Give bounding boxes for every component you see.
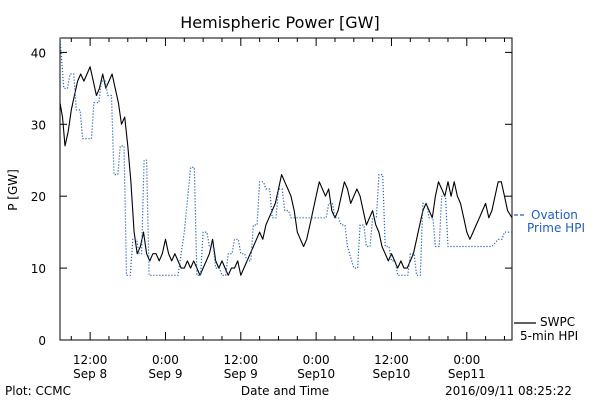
y-tick-label: 30 — [31, 118, 46, 132]
x-tick-label-time: 12:00 — [374, 353, 409, 367]
legend-swpc-label-1: SWPC — [540, 315, 575, 329]
x-tick-label-date: Sep 9 — [224, 367, 258, 381]
x-tick-label-time: 12:00 — [224, 353, 259, 367]
legend-ovation: Ovation Prime HPI — [514, 208, 585, 235]
legend-swpc: SWPC 5-min HPI — [514, 315, 578, 343]
x-tick-label-time: 12:00 — [73, 353, 108, 367]
footer-credit: Plot: CCMC — [5, 384, 71, 398]
footer-timestamp: 2016/09/11 08:25:22 — [445, 384, 572, 398]
legend-swpc-label-2: 5-min HPI — [520, 329, 578, 343]
x-tick-label-date: Sep11 — [448, 367, 486, 381]
x-tick-label-date: Sep10 — [373, 367, 411, 381]
y-axis-ticks: 0 10 20 30 40 — [31, 46, 512, 348]
y-axis-label: P [GW] — [6, 169, 20, 211]
series-line-ovation — [59, 37, 512, 276]
series-line-swpc — [59, 66, 513, 276]
x-tick-label-date: Sep10 — [297, 367, 335, 381]
x-tick-label-time: 0:00 — [303, 353, 330, 367]
series-layer — [59, 37, 513, 276]
x-tick-label-time: 0:00 — [453, 353, 480, 367]
y-axis-label-group: P [GW] — [6, 169, 20, 211]
plot-frame — [59, 37, 513, 341]
chart-title: Hemispheric Power [GW] — [180, 13, 379, 32]
y-tick-label: 20 — [31, 190, 46, 204]
x-axis-label: Date and Time — [241, 384, 329, 398]
legend-ovation-label-2: Prime HPI — [527, 221, 585, 235]
x-tick-label-time: 0:00 — [152, 353, 179, 367]
x-tick-label-date: Sep 9 — [148, 367, 182, 381]
legend-ovation-label-1: Ovation — [531, 208, 578, 222]
x-tick-label-date: Sep 8 — [73, 367, 107, 381]
y-tick-label: 10 — [31, 262, 46, 276]
y-tick-label: 40 — [31, 46, 46, 60]
y-tick-label: 0 — [38, 334, 46, 348]
